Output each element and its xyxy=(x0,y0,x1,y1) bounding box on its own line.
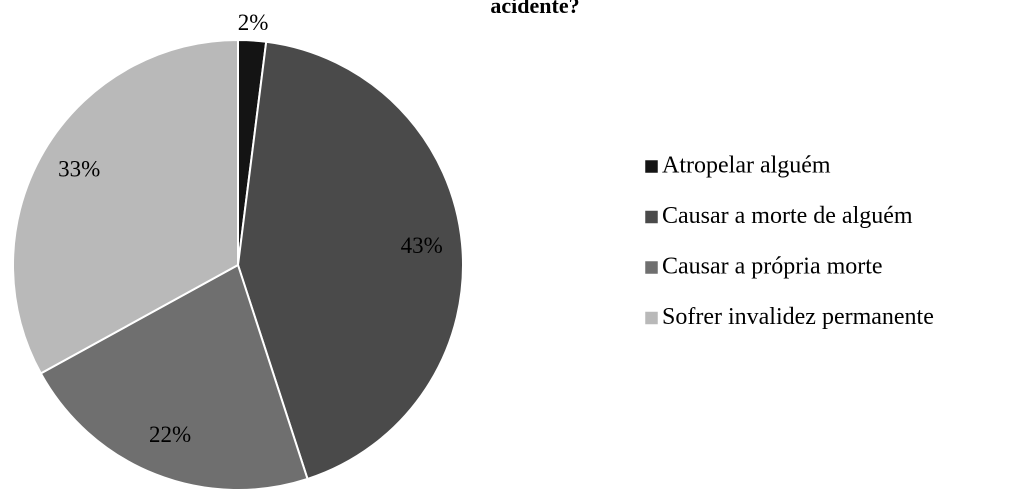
data-label: 43% xyxy=(401,233,443,258)
legend-label: Causar a própria morte xyxy=(662,254,883,280)
pie-slice xyxy=(236,40,464,481)
data-label: 33% xyxy=(58,156,100,181)
legend-label: Causar a morte de alguém xyxy=(662,203,913,229)
legend-label: Sofrer invalidez permanente xyxy=(662,304,934,330)
legend-swatch xyxy=(644,210,659,224)
pie-slice xyxy=(12,38,239,375)
legend-swatch xyxy=(644,311,659,325)
chart-title: acidente? xyxy=(490,0,579,18)
pie-slice xyxy=(39,263,309,489)
legend-swatch xyxy=(644,260,659,275)
legend-swatch xyxy=(644,159,659,174)
legend-label: Atropelar alguém xyxy=(662,153,831,179)
data-label: 2% xyxy=(238,10,269,35)
data-label: 22% xyxy=(149,422,191,447)
